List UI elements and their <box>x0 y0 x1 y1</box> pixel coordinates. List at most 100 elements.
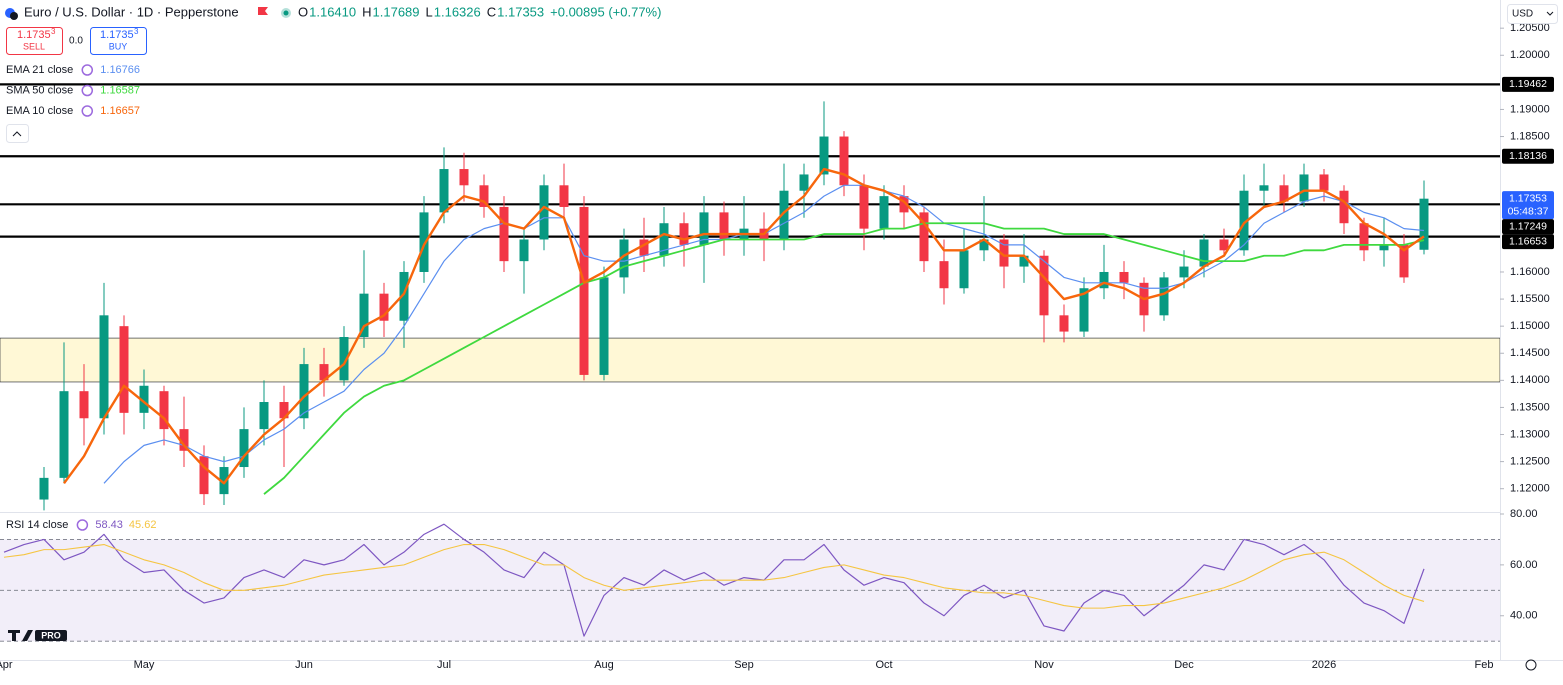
candle-body <box>379 293 389 321</box>
candle-body <box>259 402 269 430</box>
candle-body <box>1179 266 1189 278</box>
countdown: 05:48:37 <box>1508 205 1549 217</box>
level-tag <box>1502 76 1554 92</box>
settings-icon[interactable] <box>1525 659 1537 671</box>
candle-body <box>939 261 949 289</box>
legend-name: SMA 50 close <box>6 84 73 96</box>
pro-label: PRO <box>41 630 61 640</box>
candle-body <box>599 277 609 375</box>
y-tick-label: 1.14000 <box>1510 374 1550 386</box>
candle-body <box>979 239 989 251</box>
x-tick-label: Nov <box>1034 659 1054 671</box>
candle-body <box>1299 174 1309 202</box>
x-tick-label: Oct <box>875 659 892 671</box>
candle-body <box>1379 244 1389 251</box>
sell-price: 1.1735 <box>17 29 51 41</box>
level-label: 1.16653 <box>1502 234 1554 250</box>
legend-name: EMA 10 close <box>6 105 73 117</box>
rsi-pane <box>0 523 1500 642</box>
legend-value: 1.16587 <box>100 84 140 96</box>
candle-body <box>899 196 909 213</box>
candle-body <box>1319 174 1329 191</box>
candle-body <box>639 239 649 256</box>
candle-body <box>99 315 109 419</box>
candle-body <box>1219 239 1229 251</box>
legend-toggle[interactable] <box>81 64 94 76</box>
candle-body <box>779 190 789 240</box>
legend-toggle[interactable] <box>81 105 94 117</box>
candle-body <box>679 223 689 245</box>
candle-body <box>539 185 549 240</box>
level-label: 1.17249 <box>1502 219 1554 235</box>
ohlc-key: O <box>298 4 308 19</box>
level-tag <box>1502 148 1554 164</box>
candle-body <box>1119 271 1129 283</box>
sell-button[interactable] <box>6 27 63 55</box>
collapse-icon <box>12 131 22 137</box>
candle-body <box>79 391 89 419</box>
candle-body <box>39 477 49 500</box>
legend-toggle[interactable] <box>81 84 94 97</box>
ohlc-value: 1.16410 <box>309 4 356 19</box>
candle-body <box>1339 190 1349 224</box>
status-dot <box>283 10 289 16</box>
x-tick-label: Aug <box>594 659 614 671</box>
candle-body <box>1279 185 1289 202</box>
candle-body <box>719 212 729 240</box>
y-tick-label: 1.19000 <box>1510 103 1550 115</box>
indicator-line <box>263 222 1425 495</box>
dropdown-icon <box>1546 11 1554 16</box>
pro-badge <box>35 630 67 641</box>
buy-pip: 3 <box>134 27 139 36</box>
currency-select[interactable] <box>1507 4 1558 24</box>
candle-body <box>139 385 149 413</box>
candle-body <box>1259 185 1269 191</box>
legend-toggle[interactable] <box>76 519 89 531</box>
y-tick-label: 1.14500 <box>1510 347 1550 359</box>
candle-body <box>1039 255 1049 316</box>
y-tick-label: 1.13000 <box>1510 428 1550 440</box>
candle-body <box>319 364 329 381</box>
y-tick-label: 1.12500 <box>1510 456 1550 468</box>
y-tick-label: 60.00 <box>1510 559 1538 571</box>
y-tick-label: 1.18500 <box>1510 130 1550 142</box>
candle-body <box>1419 198 1429 250</box>
tv-logo <box>8 630 33 641</box>
x-tick-label: Feb <box>1475 659 1494 671</box>
level-value: 1.19462 <box>1509 78 1547 90</box>
legend-name: EMA 21 close <box>6 64 73 76</box>
flag-icon[interactable] <box>258 7 268 15</box>
candle-body <box>339 336 349 381</box>
candle-body <box>219 467 229 495</box>
x-tick-label: Sep <box>734 659 754 671</box>
candle-body <box>1059 315 1069 332</box>
candle-body <box>579 206 589 375</box>
sell-label: SELL <box>23 41 45 51</box>
legend-value: 1.16657 <box>100 105 140 117</box>
candle-body <box>199 456 209 495</box>
ohlc-value: 1.16326 <box>434 4 481 19</box>
change: +0.00895 (+0.77%) <box>550 4 661 19</box>
candle-body <box>839 136 849 186</box>
y-tick-label: 1.15000 <box>1510 320 1550 332</box>
currency: USD <box>1512 9 1533 20</box>
candle-body <box>1079 288 1089 332</box>
candle-body <box>519 239 529 262</box>
buy-button[interactable] <box>90 27 147 55</box>
symbol-title: Euro / U.S. Dollar · 1D · Pepperstone <box>24 4 239 19</box>
candle-body <box>439 169 449 213</box>
candle-body <box>659 223 669 256</box>
candle-body <box>819 136 829 175</box>
ohlc-value: 1.17689 <box>373 4 420 19</box>
x-tick-label: Apr <box>0 659 13 671</box>
rsi-title: RSI 14 close <box>6 519 68 531</box>
candle-body <box>619 239 629 278</box>
y-tick-bg <box>1501 557 1561 572</box>
indicator-line <box>3 543 1425 609</box>
last-price-tag <box>1502 191 1554 220</box>
legend-value: 1.16766 <box>100 64 140 76</box>
collapse-button[interactable] <box>6 124 29 143</box>
candle-body <box>479 185 489 207</box>
x-tick-label: Jul <box>437 659 451 671</box>
